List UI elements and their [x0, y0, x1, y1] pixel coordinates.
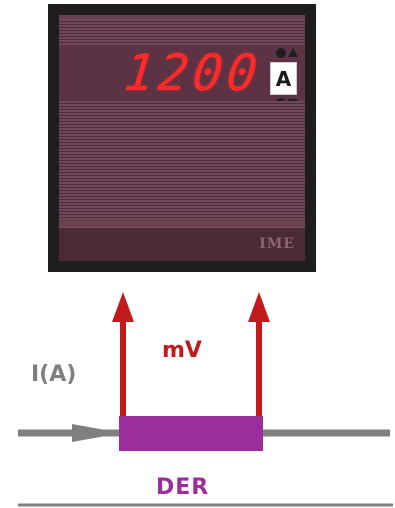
unit-label: A [270, 62, 297, 95]
brand-logo: IME [259, 236, 295, 252]
current-direction-arrow-icon [72, 424, 122, 442]
shunt-resistor [119, 416, 263, 451]
meter-face: 1200 A IME [59, 15, 305, 261]
led-up-indicator-icon [276, 48, 286, 58]
arrow-up-icon [112, 292, 134, 322]
face-stripes-top [59, 19, 305, 45]
display-window [59, 45, 305, 101]
current-label: I(A) [31, 362, 77, 387]
panel-meter: 1200 A IME [48, 4, 316, 272]
triangle-up-icon [288, 48, 298, 57]
arrow-up-icon [248, 292, 270, 322]
meter-footer: IME [59, 227, 305, 261]
shunt-label: DER [156, 475, 210, 500]
voltage-label: mV [162, 338, 202, 363]
face-stripes-bottom [59, 101, 305, 219]
